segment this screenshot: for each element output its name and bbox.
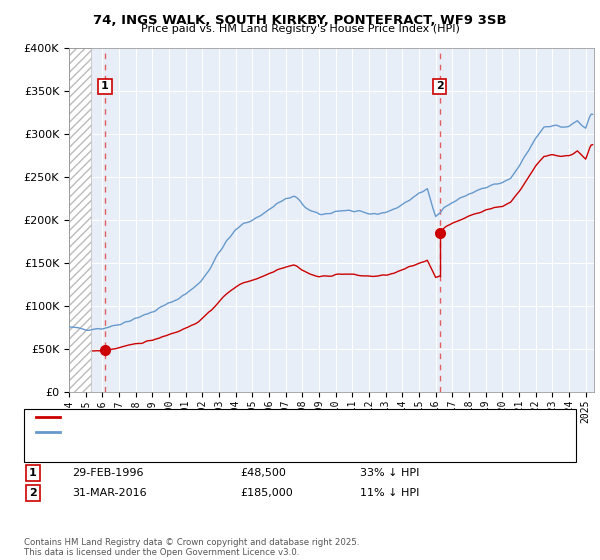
Text: 31-MAR-2016: 31-MAR-2016	[72, 488, 146, 498]
HPI: Average price, detached house, Wakefield: (2.01e+03, 2.11e+05): Average price, detached house, Wakefield…	[356, 207, 363, 214]
Text: 1: 1	[29, 468, 37, 478]
74, INGS WALK, SOUTH KIRKBY, PONTEFRACT, WF9 3SB (detached house)	[227, 288, 234, 295]
Text: 29-FEB-1996: 29-FEB-1996	[72, 468, 143, 478]
74, INGS WALK, SOUTH KIRKBY, PONTEFRACT, WF9 3SB (detached house)	[300, 268, 307, 274]
Text: HPI: Average price, detached house, Wakefield: HPI: Average price, detached house, Wake…	[69, 427, 313, 437]
Text: Price paid vs. HM Land Registry's House Price Index (HPI): Price paid vs. HM Land Registry's House …	[140, 24, 460, 34]
Text: 11% ↓ HPI: 11% ↓ HPI	[360, 488, 419, 498]
74, INGS WALK, SOUTH KIRKBY, PONTEFRACT, WF9 3SB (detached house)	[91, 348, 98, 354]
74, INGS WALK, SOUTH KIRKBY, PONTEFRACT, WF9 3SB (detached house)	[436, 273, 443, 279]
Bar	[69, 48, 91, 392]
74, INGS WALK, SOUTH KIRKBY, PONTEFRACT, WF9 3SB (detached house)	[296, 265, 303, 272]
HPI: Average price, detached house, Wakefield: (2.03e+03, 3.23e+05): Average price, detached house, Wakefield…	[587, 111, 595, 118]
Line: 74, INGS WALK, SOUTH KIRKBY, PONTEFRACT, WF9 3SB (detached house): 74, INGS WALK, SOUTH KIRKBY, PONTEFRACT,…	[92, 260, 440, 351]
Text: Contains HM Land Registry data © Crown copyright and database right 2025.
This d: Contains HM Land Registry data © Crown c…	[24, 538, 359, 557]
74, INGS WALK, SOUTH KIRKBY, PONTEFRACT, WF9 3SB (detached house)	[89, 348, 96, 354]
HPI: Average price, detached house, Wakefield: (2.01e+03, 2.19e+05): Average price, detached house, Wakefield…	[274, 200, 281, 207]
HPI: Average price, detached house, Wakefield: (2.02e+03, 3.13e+05): Average price, detached house, Wakefield…	[571, 119, 578, 126]
HPI: Average price, detached house, Wakefield: (2.03e+03, 3.23e+05): Average price, detached house, Wakefield…	[589, 111, 596, 118]
Line: HPI: Average price, detached house, Wakefield: HPI: Average price, detached house, Wake…	[69, 114, 593, 330]
74, INGS WALK, SOUTH KIRKBY, PONTEFRACT, WF9 3SB (detached house)	[424, 257, 431, 264]
74, INGS WALK, SOUTH KIRKBY, PONTEFRACT, WF9 3SB (detached house)	[249, 277, 256, 283]
Text: 33% ↓ HPI: 33% ↓ HPI	[360, 468, 419, 478]
Text: £185,000: £185,000	[240, 488, 293, 498]
HPI: Average price, detached house, Wakefield: (2.02e+03, 3.08e+05): Average price, detached house, Wakefield…	[565, 123, 572, 130]
74, INGS WALK, SOUTH KIRKBY, PONTEFRACT, WF9 3SB (detached house)	[352, 271, 359, 278]
HPI: Average price, detached house, Wakefield: (1.99e+03, 7.2e+04): Average price, detached house, Wakefield…	[82, 326, 89, 333]
Text: 2: 2	[436, 81, 444, 91]
HPI: Average price, detached house, Wakefield: (2e+03, 7.15e+04): Average price, detached house, Wakefield…	[85, 327, 92, 334]
Text: £48,500: £48,500	[240, 468, 286, 478]
HPI: Average price, detached house, Wakefield: (1.99e+03, 7.55e+04): Average price, detached house, Wakefield…	[65, 324, 73, 330]
Text: 74, INGS WALK, SOUTH KIRKBY, PONTEFRACT, WF9 3SB (detached house): 74, INGS WALK, SOUTH KIRKBY, PONTEFRACT,…	[69, 412, 452, 422]
Text: 2: 2	[29, 488, 37, 498]
HPI: Average price, detached house, Wakefield: (2.01e+03, 2.13e+05): Average price, detached house, Wakefield…	[391, 206, 398, 212]
Text: 74, INGS WALK, SOUTH KIRKBY, PONTEFRACT, WF9 3SB: 74, INGS WALK, SOUTH KIRKBY, PONTEFRACT,…	[93, 14, 507, 27]
Text: 1: 1	[101, 81, 109, 91]
74, INGS WALK, SOUTH KIRKBY, PONTEFRACT, WF9 3SB (detached house)	[325, 273, 332, 279]
